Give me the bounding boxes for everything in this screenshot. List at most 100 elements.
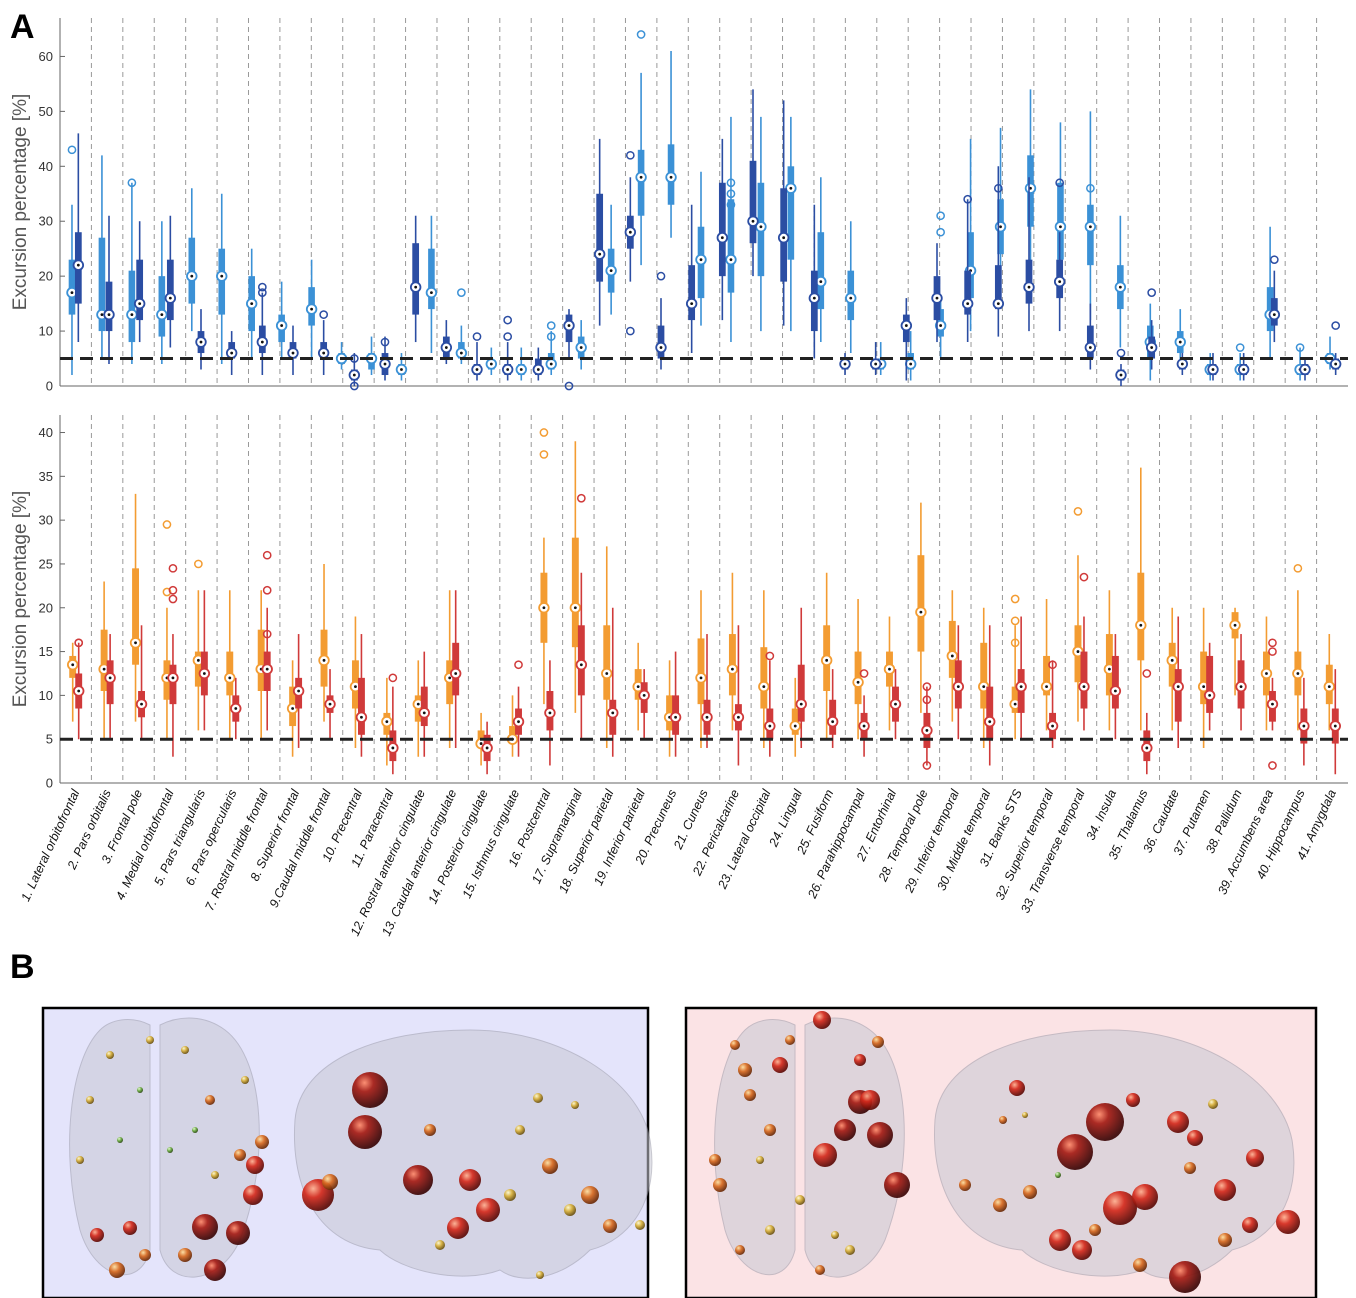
top-box-light: [365, 336, 378, 376]
median-dot: [1027, 285, 1031, 289]
bottom-ytick-label: 25: [39, 556, 53, 571]
outlier: [859, 669, 869, 678]
outlier: [162, 520, 172, 529]
outlier: [1331, 321, 1341, 330]
node-sphere: [744, 1089, 756, 1101]
median-dot: [190, 274, 194, 278]
median-dot: [479, 742, 483, 745]
median-dot: [705, 715, 709, 719]
node-sphere: [211, 1171, 219, 1179]
bottom-box-dark: [1329, 669, 1341, 775]
bottom-box-light: [1260, 616, 1273, 731]
node-sphere: [845, 1245, 855, 1255]
bottom-box-light: [1197, 607, 1210, 748]
median-dot: [77, 689, 81, 693]
top-box-light: [186, 188, 198, 332]
bottom-ytick-label: 30: [39, 513, 53, 528]
median-dot: [100, 313, 104, 316]
node-sphere: [831, 1231, 839, 1239]
median-dot: [1082, 685, 1086, 689]
bottom-box-light: [883, 616, 896, 731]
outlier: [257, 288, 267, 297]
median-dot: [414, 285, 418, 289]
box: [727, 199, 735, 293]
node-sphere: [867, 1122, 893, 1148]
box: [571, 537, 579, 648]
bottom-box-dark: [575, 493, 588, 740]
node-sphere: [234, 1149, 246, 1161]
median-dot: [731, 667, 734, 671]
panel-label-a: A: [10, 8, 35, 46]
bottom-box-dark: [104, 634, 116, 740]
bottom-box-light: [1323, 634, 1335, 731]
bottom-ytick-label: 15: [39, 644, 53, 659]
box: [1206, 655, 1214, 713]
median-dot: [720, 236, 724, 240]
median-dot: [1119, 373, 1123, 377]
top-box-light: [96, 155, 108, 359]
bottom-box-plot: 0 5 10 15 20 25 30 35 40 Excursion percentage [%]: [10, 415, 1348, 791]
outlier: [625, 150, 635, 160]
median-dot: [699, 676, 703, 680]
top-box-light: [934, 211, 947, 359]
brain-top-view-left: [69, 1017, 260, 1278]
outlier: [1295, 343, 1305, 352]
median-dot: [138, 302, 142, 306]
top-ytick-label: 50: [39, 104, 53, 119]
median-dot: [628, 230, 632, 234]
node-sphere: [515, 1125, 525, 1135]
median-dot: [422, 711, 426, 715]
top-box-light: [1264, 226, 1276, 359]
median-dot: [639, 175, 643, 179]
outlier: [168, 563, 178, 573]
median-dot: [519, 368, 523, 371]
outlier: [1268, 647, 1277, 656]
top-box-dark: [624, 150, 637, 336]
median-dot: [1076, 650, 1080, 653]
node-sphere: [1169, 1261, 1201, 1293]
node-sphere: [1187, 1130, 1203, 1146]
median-dot: [950, 654, 954, 658]
node-sphere: [1167, 1111, 1189, 1133]
median-dot: [1271, 702, 1274, 706]
node-sphere: [785, 1035, 795, 1045]
box: [194, 651, 202, 687]
node-sphere: [536, 1271, 544, 1279]
region-label: 15. Isthmus cingulate: [460, 787, 523, 900]
node-sphere: [999, 1116, 1007, 1124]
bottom-box-dark: [1235, 634, 1247, 731]
outlier: [262, 585, 272, 595]
node-sphere: [90, 1228, 104, 1242]
median-dot: [849, 296, 853, 300]
node-sphere: [860, 1090, 880, 1110]
median-dot: [1211, 368, 1215, 371]
top-box-light: [665, 50, 677, 238]
node-sphere: [109, 1262, 125, 1278]
median-dot: [322, 658, 326, 662]
top-ytick-label: 30: [39, 214, 53, 229]
outlier: [1142, 669, 1152, 678]
median-dot: [956, 685, 960, 689]
outlier: [726, 200, 736, 210]
median-dot: [1303, 368, 1307, 371]
box: [428, 248, 435, 310]
median-dot: [1045, 685, 1048, 689]
bottom-ytick-label: 0: [46, 776, 53, 791]
median-dot: [925, 729, 929, 732]
top-box-light: [156, 221, 168, 365]
node-sphere: [872, 1036, 884, 1048]
median-dot: [1333, 724, 1337, 728]
bottom-box-dark: [795, 607, 807, 748]
box: [1111, 655, 1119, 709]
node-sphere: [106, 1051, 114, 1059]
bottom-box-light: [789, 677, 801, 757]
top-box-light: [275, 281, 288, 359]
bottom-box-dark: [135, 625, 148, 740]
box: [98, 237, 106, 332]
median-dot: [1233, 623, 1237, 627]
outlier: [472, 332, 482, 341]
median-dot: [76, 263, 80, 267]
top-box-light: [575, 320, 587, 370]
outlier: [127, 178, 137, 188]
outlier: [194, 559, 203, 569]
